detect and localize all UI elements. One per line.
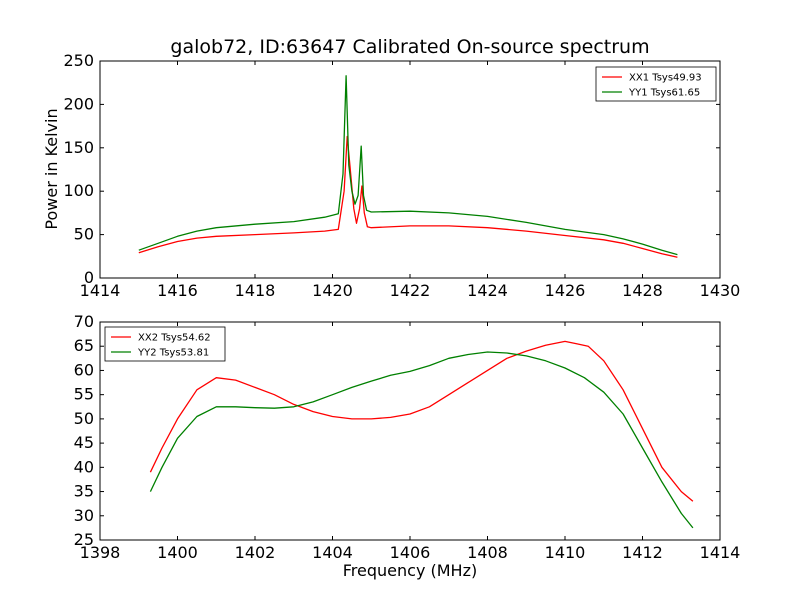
y-tick-label: 250 <box>63 51 94 70</box>
x-tick-label: 1398 <box>80 543 121 562</box>
y-tick-label: 70 <box>74 312 94 331</box>
chart-title: galob72, ID:63647 Calibrated On-source s… <box>170 36 649 58</box>
legend-box <box>104 326 226 362</box>
x-tick-label: 1430 <box>700 281 741 300</box>
top-y-axis-label: Power in Kelvin <box>42 108 61 229</box>
y-tick-label: 0 <box>84 268 94 287</box>
bottom-x-axis-label: Frequency (MHz) <box>343 561 477 580</box>
y-tick-label: 60 <box>74 360 94 379</box>
x-tick-label: 1408 <box>467 543 508 562</box>
y-tick-label: 50 <box>74 409 94 428</box>
x-tick-label: 1404 <box>312 543 353 562</box>
series-line-xx2 <box>149 340 694 502</box>
x-tick-label: 1414 <box>700 543 741 562</box>
y-tick-label: 65 <box>74 336 94 355</box>
x-tick-label: 1402 <box>235 543 276 562</box>
y-tick-label: 40 <box>74 457 94 476</box>
x-tick-label: 1422 <box>390 281 431 300</box>
legend-label: XX1 Tsys49.93 <box>629 73 702 84</box>
legend-label: YY1 Tsys61.65 <box>628 88 700 99</box>
legend-box <box>595 66 717 102</box>
x-tick-label: 1418 <box>235 281 276 300</box>
top-plot-panel: 1414 1416 1418 1420 1422 1424 1426 1428 1430 0 50 1… <box>63 51 740 300</box>
x-tick-label: 1406 <box>390 543 431 562</box>
x-tick-label: 1428 <box>622 281 663 300</box>
series-line-xx1 <box>138 135 678 258</box>
x-tick-label: 1420 <box>312 281 353 300</box>
y-tick-label: 150 <box>63 138 94 157</box>
bottom-plot-panel: 1398 1400 1402 1404 1406 1408 1410 1412 1414 25 30… <box>74 312 741 562</box>
x-tick-label: 1416 <box>157 281 198 300</box>
x-tick-label: 1424 <box>467 281 508 300</box>
y-tick-label: 35 <box>74 482 94 501</box>
series-line-yy2 <box>149 351 694 529</box>
series-line-yy1 <box>138 75 678 256</box>
legend-label: YY2 Tsys53.81 <box>137 348 209 359</box>
y-tick-label: 30 <box>74 506 94 525</box>
y-tick-label: 55 <box>74 385 94 404</box>
x-tick-label: 1400 <box>157 543 198 562</box>
legend: XX2 Tsys54.62 YY2 Tsys53.81 <box>104 326 226 362</box>
x-tick-label: 1412 <box>622 543 663 562</box>
x-tick-label: 1426 <box>545 281 586 300</box>
y-tick-label: 45 <box>74 433 94 452</box>
x-tick-label: 1414 <box>80 281 121 300</box>
legend: XX1 Tsys49.93 YY1 Tsys61.65 <box>595 66 717 102</box>
y-tick-label: 50 <box>74 225 94 244</box>
x-tick-label: 1410 <box>545 543 586 562</box>
y-tick-label: 100 <box>63 181 94 200</box>
y-tick-label: 200 <box>63 94 94 113</box>
y-tick-label: 25 <box>74 530 94 549</box>
legend-label: XX2 Tsys54.62 <box>138 333 211 344</box>
